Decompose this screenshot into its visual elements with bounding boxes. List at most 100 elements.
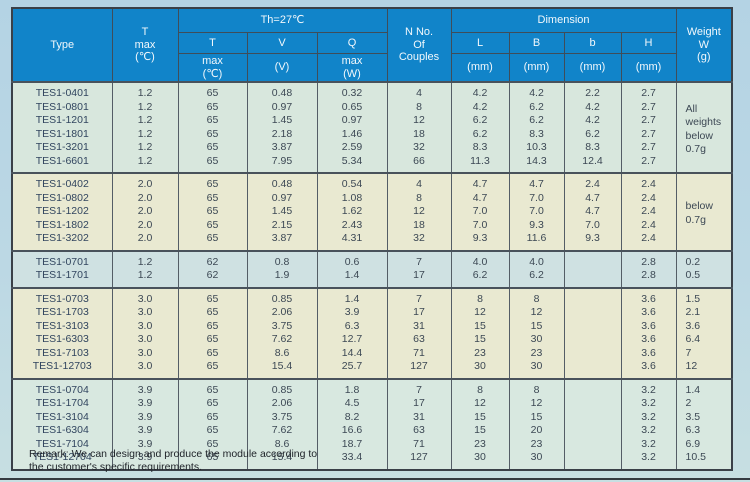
type-cell: TES1-6601 (11, 154, 113, 173)
col-header-tmax: T max (℃) (111, 7, 179, 83)
spec-block-2: TES1-0402 2.0 65 0.48 0.54 4 4.7 4.7 2.4 2.4 below… (11, 173, 733, 251)
value-cell: 18 (386, 127, 452, 141)
type-cell: TES1-0701 (11, 250, 113, 269)
col-header-couples: N No. Of Couples (386, 7, 452, 83)
unit-v: (V) (246, 53, 318, 83)
type-cell: TES1-1802 (11, 218, 113, 232)
value-cell: 2.8 (620, 269, 677, 288)
value-cell: 1.2 (111, 127, 179, 141)
value-cell: 7.0 (508, 205, 565, 219)
value-cell: 15 (508, 319, 565, 333)
value-cell: 9.3 (508, 218, 565, 232)
value-cell: 6.2 (450, 114, 510, 128)
value-cell: 65 (177, 100, 248, 114)
value-cell (563, 397, 622, 411)
table-row: TES1-12703 3.0 65 15.4 25.7 127 30 30 3.6 12 (11, 360, 733, 379)
value-cell: 0.97 (246, 100, 318, 114)
value-cell: 4.7 (450, 173, 510, 192)
type-cell: TES1-0703 (11, 287, 113, 306)
value-cell (563, 437, 622, 451)
type-cell: TES1-7103 (11, 346, 113, 360)
value-cell: 7 (386, 378, 452, 397)
table-row: TES1-0802 2.0 65 0.97 1.08 8 4.7 7.0 4.7 2.4 (11, 191, 732, 205)
spec-block-1: TES1-0401 1.2 65 0.48 0.32 4 4.2 4.2 2.2 2.7 All w… (11, 82, 733, 173)
col-header-b: b (563, 32, 622, 54)
value-cell: 14.3 (508, 154, 565, 173)
value-cell: 3.87 (246, 232, 318, 251)
value-cell: 30 (508, 451, 565, 470)
spec-block-4: TES1-0703 3.0 65 0.85 1.4 7 8 8 3.6 1.5 TES1-1703 3… (11, 287, 733, 379)
type-cell: TES1-3202 (11, 232, 113, 251)
value-cell: 3.0 (111, 346, 179, 360)
value-cell: 3.6 (620, 346, 677, 360)
value-cell: 65 (177, 127, 248, 141)
value-cell: 1.4 (316, 269, 388, 288)
value-cell: 17 (386, 306, 452, 320)
value-cell: 1.2 (111, 82, 179, 101)
value-cell: 0.48 (246, 82, 318, 101)
value-cell: 3.0 (111, 333, 179, 347)
type-cell: TES1-1704 (11, 397, 113, 411)
value-cell: 3.9 (111, 437, 179, 451)
col-group-th27: Th=27℃ (177, 7, 388, 33)
value-cell: 65 (177, 205, 248, 219)
value-cell: 1.45 (246, 114, 318, 128)
value-cell: 4.2 (508, 82, 565, 101)
value-cell: 18.7 (316, 437, 388, 451)
value-cell: 15 (450, 319, 510, 333)
value-cell: 8 (508, 378, 565, 397)
header-row-symbols: T V Q L B b H (12, 32, 732, 54)
weight-cell: 1.4 (675, 378, 733, 397)
value-cell: 4.7 (450, 191, 510, 205)
value-cell: 65 (177, 232, 248, 251)
value-cell (563, 287, 622, 306)
type-cell: TES1-1801 (11, 127, 113, 141)
table-row: TES1-1703 3.0 65 2.06 3.9 17 12 12 3.6 2.1 (11, 306, 733, 320)
weight-cell: 1.5 (675, 287, 733, 306)
value-cell: 2.7 (620, 141, 677, 155)
weight-cell: 2.1 (675, 306, 733, 320)
unit-B-mm: (mm) (508, 53, 565, 83)
value-cell: 65 (177, 154, 248, 173)
value-cell: 1.2 (111, 250, 179, 269)
value-cell: 15 (450, 333, 510, 347)
table-row: TES1-6303 3.0 65 7.62 12.7 63 15 30 3.6 6.4 (11, 333, 733, 347)
table-row: TES1-1802 2.0 65 2.15 2.43 18 7.0 9.3 7.0 2.4 (11, 218, 732, 232)
header-row-groups: Type T max (℃) Th=27℃ N No. Of Couples D… (11, 7, 733, 83)
value-cell: 3.2 (620, 397, 677, 411)
value-cell: 3.2 (620, 378, 677, 397)
value-cell: 7 (386, 250, 452, 269)
value-cell: 66 (386, 154, 452, 173)
weight-cell: 10.5 (675, 451, 733, 470)
value-cell: 30 (450, 451, 510, 470)
value-cell: 15 (450, 410, 510, 424)
weight-cell: 6.9 (675, 437, 733, 451)
weight-cell: 7 (675, 346, 733, 360)
value-cell: 8.6 (246, 437, 318, 451)
value-cell: 8.3 (450, 141, 510, 155)
value-cell (563, 410, 622, 424)
table-row: TES1-7103 3.0 65 8.6 14.4 71 23 23 3.6 7 (11, 346, 733, 360)
spec-block-5: TES1-0704 3.9 65 0.85 1.8 7 8 8 3.2 1.4 TES1-1704 3… (11, 378, 733, 470)
value-cell: 0.97 (316, 114, 388, 128)
type-cell: TES1-0401 (11, 82, 113, 101)
value-cell: 7.0 (450, 205, 510, 219)
value-cell: 30 (450, 360, 510, 379)
table-row: TES1-0401 1.2 65 0.48 0.32 4 4.2 4.2 2.2 2.7 All w… (11, 82, 733, 173)
table-row: TES1-1202 2.0 65 1.45 1.62 12 7.0 7.0 4.7 2.4 (11, 205, 732, 219)
value-cell: 8.3 (563, 141, 622, 155)
value-cell (563, 451, 622, 470)
col-header-q: Q (316, 32, 388, 54)
value-cell: 14.4 (316, 346, 388, 360)
value-cell: 2.06 (246, 397, 318, 411)
value-cell: 6.2 (508, 114, 565, 128)
value-cell: 71 (386, 437, 452, 451)
value-cell: 30 (508, 333, 565, 347)
table-row: TES1-3202 2.0 65 3.87 4.31 32 9.3 11.6 9.3 2.4 (11, 232, 732, 251)
value-cell: 2.4 (620, 232, 677, 251)
type-cell: TES1-7104 (11, 437, 113, 451)
value-cell: 3.9 (111, 397, 179, 411)
value-cell: 0.32 (316, 82, 388, 101)
unit-q-max: max (W) (316, 53, 388, 83)
value-cell: 12.7 (316, 333, 388, 347)
